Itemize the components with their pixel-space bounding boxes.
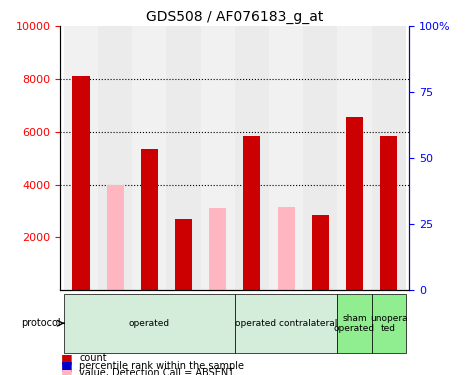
Text: operated contralateral: operated contralateral [235, 319, 337, 328]
Bar [166, 26, 200, 290]
Text: percentile rank within the sample: percentile rank within the sample [79, 361, 244, 370]
Title: GDS508 / AF076183_g_at: GDS508 / AF076183_g_at [146, 10, 324, 24]
Text: count: count [79, 353, 106, 363]
Text: ■: ■ [60, 367, 72, 375]
FancyBboxPatch shape [338, 294, 372, 353]
Bar [132, 26, 166, 290]
Bar [303, 26, 338, 290]
Text: protocol: protocol [21, 318, 61, 328]
Text: ■: ■ [60, 359, 72, 372]
Bar [73, 76, 89, 290]
Text: sham
operated: sham operated [334, 314, 375, 333]
Bar [141, 149, 158, 290]
Bar [372, 26, 406, 290]
FancyBboxPatch shape [64, 294, 235, 353]
Text: ■: ■ [60, 352, 72, 364]
FancyBboxPatch shape [235, 294, 338, 353]
Bar [338, 26, 372, 290]
Bar [346, 117, 363, 290]
Bar [209, 209, 226, 290]
Text: value, Detection Call = ABSENT: value, Detection Call = ABSENT [79, 368, 234, 375]
Bar [269, 26, 303, 290]
Bar [312, 215, 329, 290]
Bar [200, 26, 235, 290]
Text: unopera
ted: unopera ted [370, 314, 407, 333]
Bar [235, 26, 269, 290]
Bar [98, 26, 132, 290]
Bar [106, 184, 124, 290]
FancyBboxPatch shape [372, 294, 406, 353]
Bar [64, 26, 98, 290]
Bar [380, 136, 397, 290]
Bar [175, 219, 192, 290]
Bar [243, 136, 260, 290]
Text: operated: operated [129, 319, 170, 328]
Bar [278, 207, 295, 290]
